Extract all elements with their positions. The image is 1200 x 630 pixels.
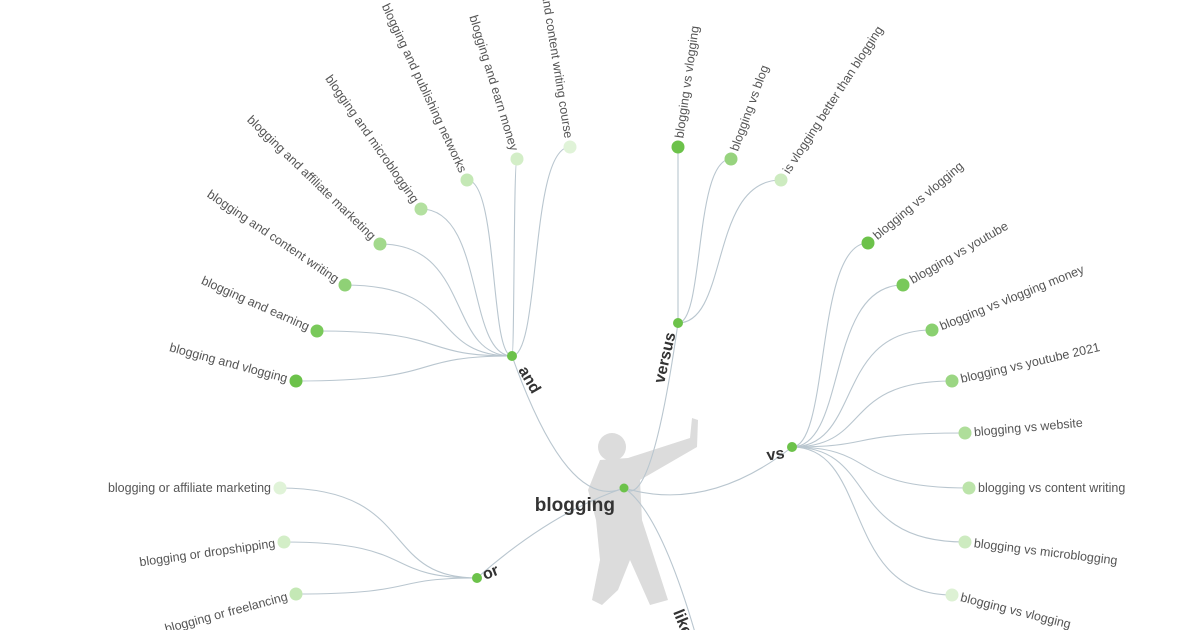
- person-silhouette-icon: [588, 418, 698, 605]
- branch-node-or[interactable]: [472, 573, 482, 583]
- leaf-link: [791, 380, 953, 448]
- leaf-link: [791, 446, 970, 489]
- leaf-link: [420, 208, 513, 357]
- leaf-node[interactable]: [277, 535, 291, 549]
- leaf-node[interactable]: [373, 237, 387, 251]
- leaf-link: [677, 158, 732, 324]
- leaf-link: [511, 146, 571, 357]
- leaf-link: [791, 446, 953, 596]
- leaf-link: [344, 284, 513, 357]
- branch-link: [623, 322, 679, 492]
- branch-label-vs[interactable]: vs: [766, 445, 786, 464]
- leaf-link: [791, 432, 966, 448]
- leaf-node[interactable]: [774, 173, 788, 187]
- leaf-node[interactable]: [925, 323, 939, 337]
- leaf-node[interactable]: [896, 278, 910, 292]
- leaf-label[interactable]: blogging vs content writing: [978, 481, 1125, 495]
- leaf-node[interactable]: [958, 426, 972, 440]
- leaf-node[interactable]: [414, 202, 428, 216]
- branch-link: [623, 487, 695, 630]
- branch-node-versus[interactable]: [673, 318, 683, 328]
- leaf-link: [295, 577, 478, 595]
- leaf-link: [791, 242, 869, 448]
- branch-label-or[interactable]: or: [480, 562, 501, 584]
- branch-label-and[interactable]: and: [515, 364, 544, 397]
- leaf-link: [791, 284, 904, 448]
- leaf-link: [316, 330, 513, 357]
- leaf-label[interactable]: blogging vs vlogging: [870, 159, 966, 243]
- leaf-node[interactable]: [962, 481, 976, 495]
- leaf-label[interactable]: is vlogging better than blogging: [780, 23, 886, 176]
- leaf-node[interactable]: [510, 152, 524, 166]
- leaf-link: [791, 446, 966, 543]
- branch-link: [511, 355, 625, 492]
- leaf-label[interactable]: blogging vs vlogging: [959, 590, 1072, 630]
- root-node[interactable]: [619, 483, 629, 493]
- leaf-label[interactable]: blogging and earn money: [466, 13, 521, 153]
- leaf-link: [295, 355, 513, 382]
- leaf-node[interactable]: [563, 140, 577, 154]
- leaf-label[interactable]: blogging vs vlogging money: [938, 262, 1087, 333]
- leaf-label[interactable]: blogging or affiliate marketing: [108, 481, 271, 495]
- leaf-link: [379, 243, 513, 357]
- branch-node-vs[interactable]: [787, 442, 797, 452]
- root-label: blogging: [535, 495, 615, 516]
- leaf-label[interactable]: blogging and vlogging: [168, 340, 289, 385]
- leaf-label[interactable]: blogging and publishing networks: [379, 1, 470, 174]
- leaf-link: [677, 179, 782, 324]
- leaf-label[interactable]: blogging vs youtube 2021: [959, 340, 1101, 386]
- branch-link: [623, 446, 793, 496]
- leaf-label[interactable]: blogging and microblogging: [322, 72, 421, 205]
- leaf-label[interactable]: blogging vs website: [973, 416, 1083, 439]
- leaf-label[interactable]: blogging or freelancing: [163, 590, 289, 630]
- leaf-node[interactable]: [724, 152, 738, 166]
- branch-link: [476, 487, 625, 579]
- leaf-node[interactable]: [338, 278, 352, 292]
- leaf-node[interactable]: [310, 324, 324, 338]
- leaf-link: [791, 329, 933, 448]
- leaf-label[interactable]: blogging or dropshipping: [139, 536, 277, 569]
- leaf-node[interactable]: [289, 374, 303, 388]
- leaf-node[interactable]: [861, 236, 875, 250]
- leaf-link: [466, 179, 513, 357]
- leaf-label[interactable]: blogging and earning: [199, 273, 311, 333]
- leaf-node[interactable]: [289, 587, 303, 601]
- leaf-link: [283, 541, 478, 579]
- leaf-node[interactable]: [671, 140, 685, 154]
- leaf-label[interactable]: blogging vs youtube: [907, 219, 1010, 287]
- leaf-label[interactable]: blogging and content writing course: [531, 0, 576, 139]
- leaf-label[interactable]: blogging vs vlogging: [672, 25, 702, 139]
- leaf-node[interactable]: [273, 481, 287, 495]
- leaf-node[interactable]: [460, 173, 474, 187]
- leaf-label[interactable]: blogging and content writing: [205, 187, 342, 286]
- leaf-link: [279, 487, 478, 579]
- branch-label-versus[interactable]: versus: [651, 331, 679, 385]
- branch-node-and[interactable]: [507, 351, 517, 361]
- leaf-node[interactable]: [958, 535, 972, 549]
- leaf-label[interactable]: blogging vs microblogging: [973, 536, 1118, 568]
- leaf-node[interactable]: [945, 374, 959, 388]
- leaf-label[interactable]: blogging vs blog: [728, 63, 772, 153]
- leaf-link: [511, 158, 518, 357]
- leaf-node[interactable]: [945, 588, 959, 602]
